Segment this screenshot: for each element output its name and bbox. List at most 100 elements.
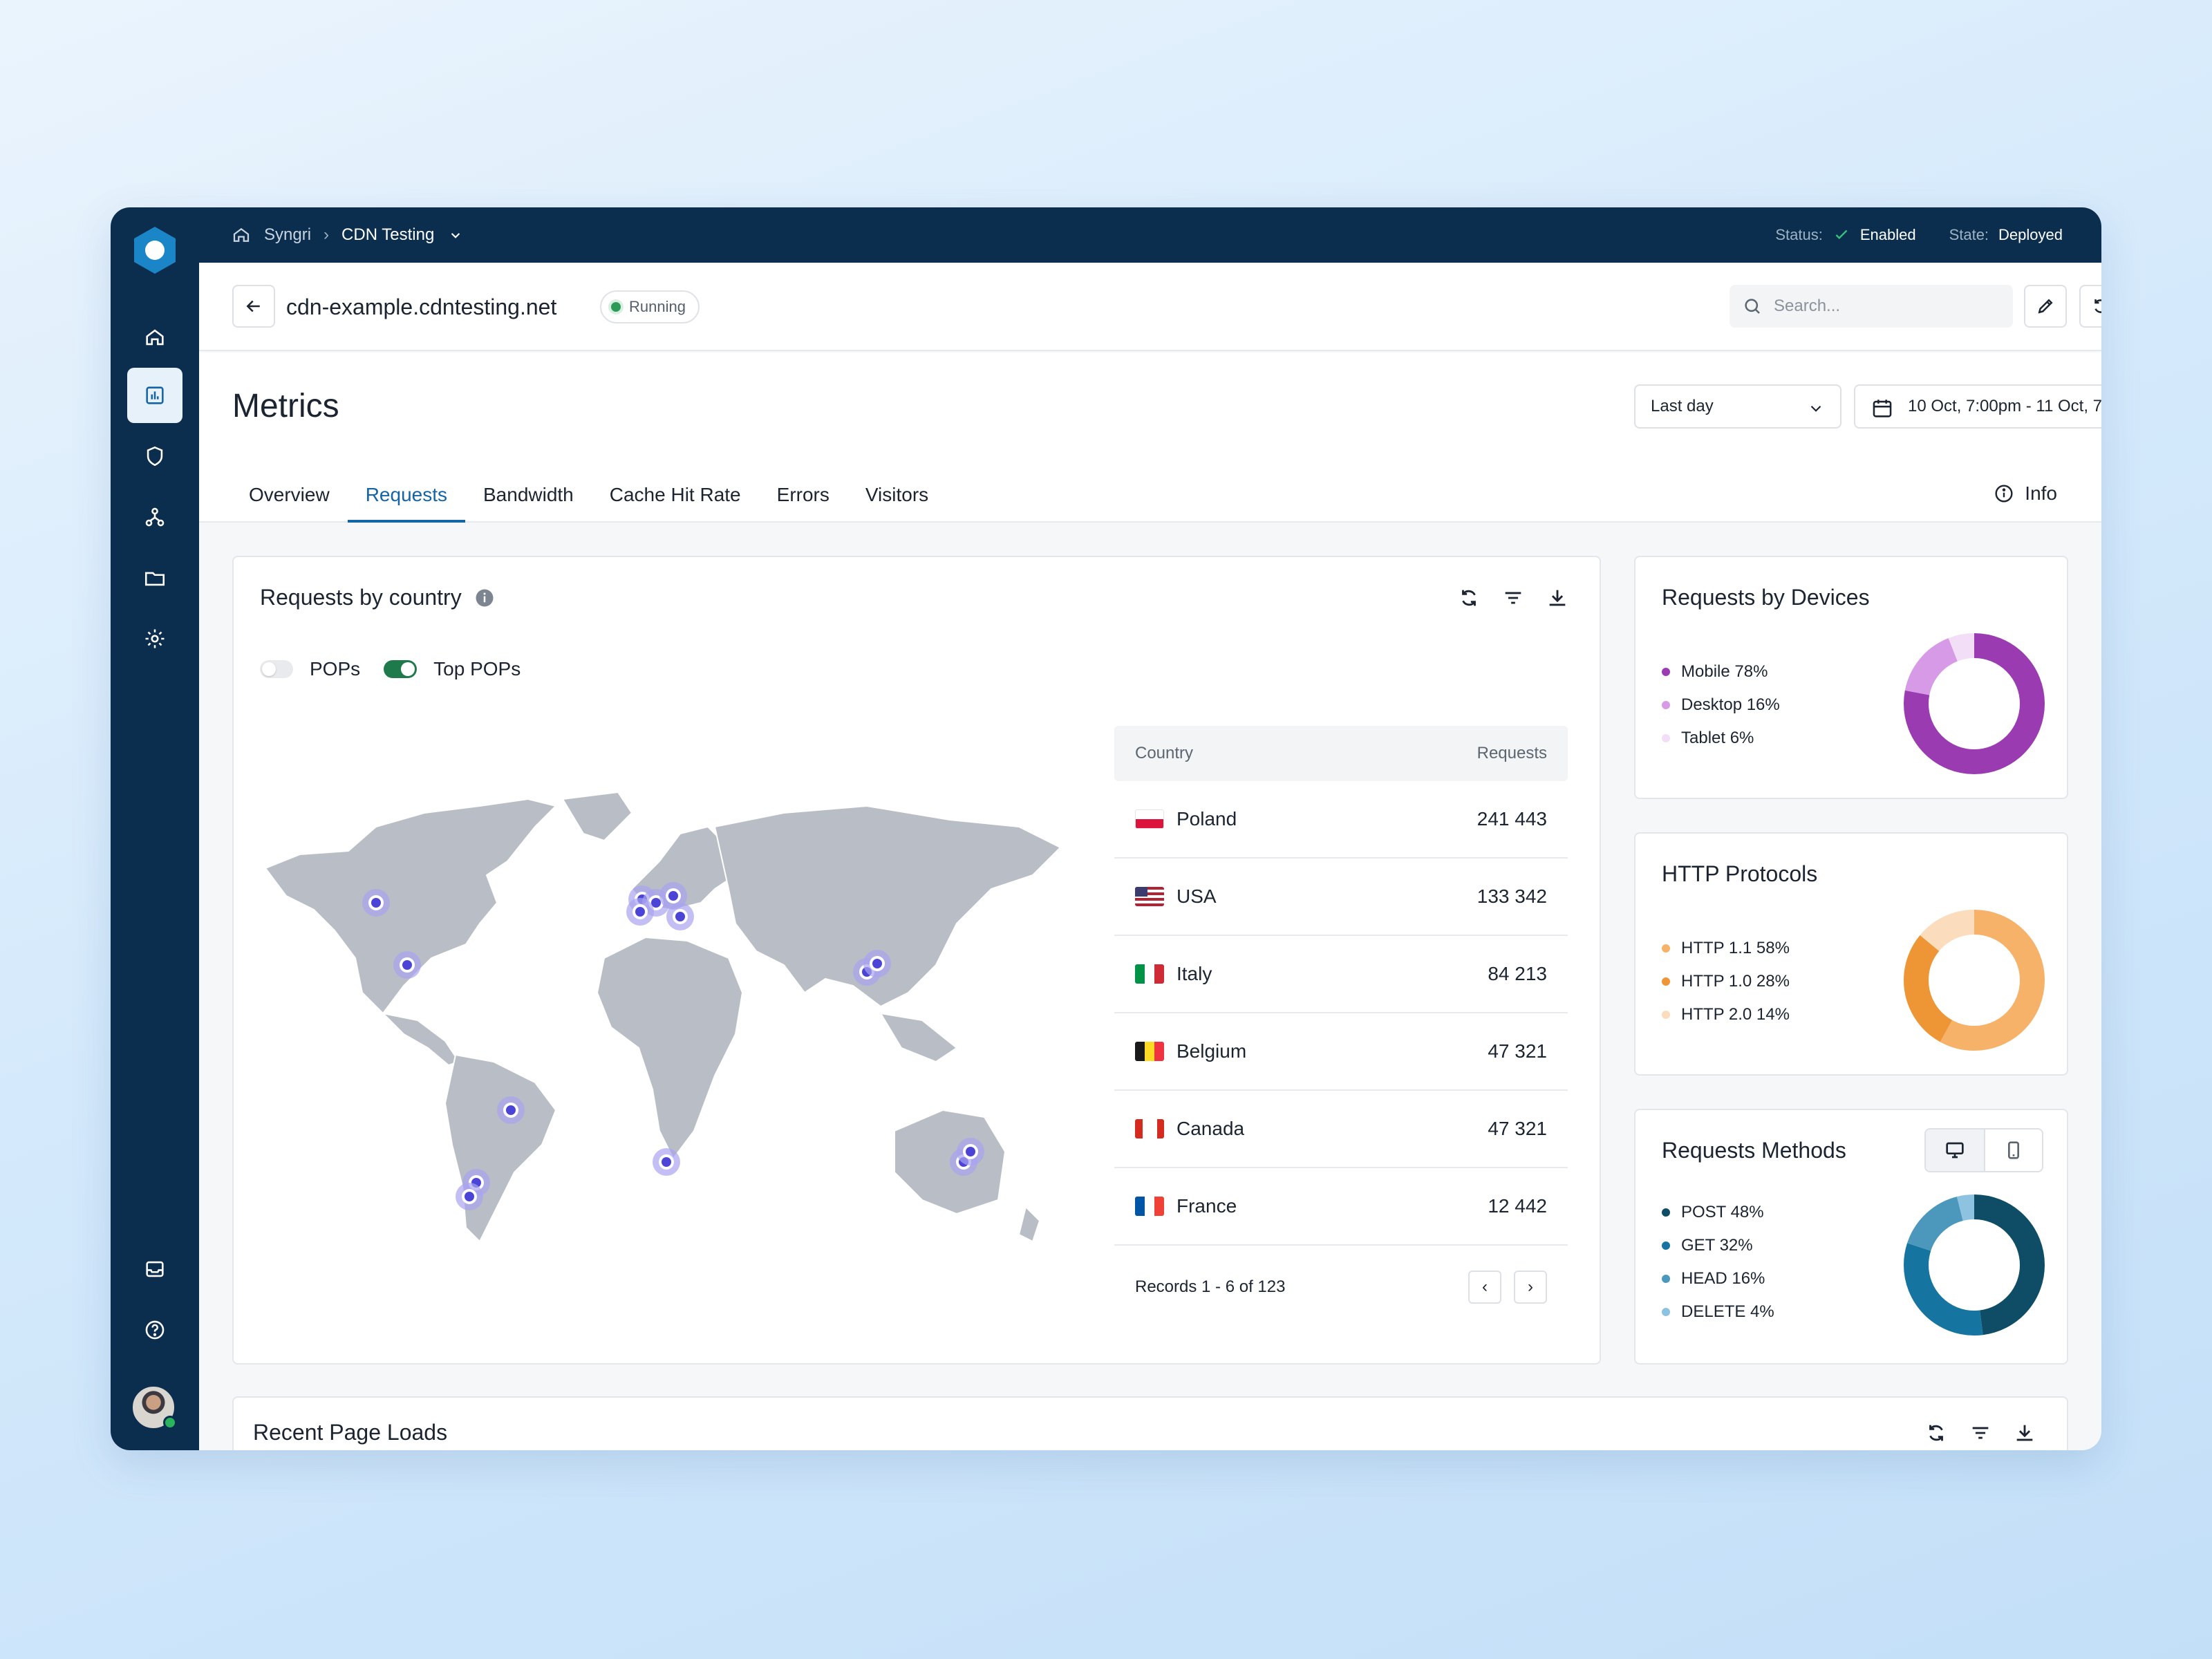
pop-marker[interactable]: [362, 889, 390, 917]
download-icon[interactable]: [1546, 586, 1569, 610]
pop-marker[interactable]: [863, 950, 891, 977]
sidebar-item-home[interactable]: [127, 310, 182, 365]
pop-markers: [362, 882, 984, 1210]
refresh-button[interactable]: [2079, 285, 2101, 328]
methods-donut-chart[interactable]: [1902, 1193, 2046, 1337]
chevron-down-icon[interactable]: [447, 226, 465, 244]
card-title: Recent Page Loads: [253, 1420, 448, 1445]
pop-marker[interactable]: [957, 1138, 984, 1165]
donut-segment[interactable]: [1904, 633, 2045, 774]
pagination: ‹ ›: [1468, 1271, 1547, 1304]
pop-marker[interactable]: [653, 1148, 680, 1176]
flag-icon: [1135, 1042, 1164, 1061]
download-icon[interactable]: [2013, 1421, 2036, 1445]
edit-button[interactable]: [2024, 285, 2067, 328]
tab-overview[interactable]: Overview: [249, 484, 330, 505]
country-name: Italy: [1177, 963, 1212, 984]
tab-cache-hit-rate[interactable]: Cache Hit Rate: [609, 484, 741, 505]
table-row[interactable]: USA 133 342: [1114, 859, 1568, 936]
mobile-view-button[interactable]: [1984, 1130, 2042, 1171]
pop-marker[interactable]: [666, 903, 694, 930]
table-row[interactable]: Belgium 47 321: [1114, 1013, 1568, 1091]
south-america-shape: [444, 1053, 557, 1243]
date-range-picker[interactable]: 10 Oct, 7:00pm - 11 Oct, 7:00pm: [1854, 384, 2101, 429]
sidebar-item-inbox[interactable]: [127, 1241, 182, 1297]
breadcrumb-root[interactable]: Syngri: [264, 225, 312, 244]
table-footer: Records 1 - 6 of 123 ‹ ›: [1114, 1246, 1568, 1329]
devices-legend: Mobile 78% Desktop 16% Tablet 6%: [1662, 655, 1780, 755]
legend-label: Tablet 6%: [1681, 729, 1754, 747]
period-value: Last day: [1651, 397, 1714, 415]
donut-segment[interactable]: [1904, 910, 2045, 1051]
back-button[interactable]: [232, 285, 275, 328]
devices-donut-chart[interactable]: [1902, 632, 2046, 776]
table-header: Country Requests: [1114, 726, 1568, 781]
user-avatar[interactable]: [131, 1385, 177, 1430]
legend-item: Desktop 16%: [1662, 688, 1780, 722]
folder-icon: [144, 572, 165, 586]
records-count: Records 1 - 6 of 123: [1135, 1277, 1286, 1296]
column-header-country[interactable]: Country: [1135, 744, 1194, 762]
period-select[interactable]: Last day: [1634, 384, 1841, 429]
filter-icon[interactable]: [1969, 1421, 1992, 1445]
legend-item: HTTP 1.1 58%: [1662, 932, 1790, 965]
pop-toggles: POPs Top POPs: [260, 658, 521, 680]
greenland-shape: [561, 791, 633, 842]
sidebar-item-files[interactable]: [127, 550, 182, 606]
donut-segment[interactable]: [1904, 1194, 2045, 1335]
pops-toggle[interactable]: [260, 660, 293, 678]
top-pops-toggle[interactable]: [384, 660, 418, 678]
pop-marker[interactable]: [456, 1183, 483, 1210]
flag-icon: [1135, 809, 1164, 829]
sidebar-item-security[interactable]: [127, 429, 182, 484]
sidebar-item-metrics[interactable]: [127, 368, 182, 423]
card-title-text: Requests by country: [260, 585, 462, 610]
tab-bandwidth[interactable]: Bandwidth: [483, 484, 574, 505]
mobile-icon: [2008, 1141, 2019, 1159]
breadcrumb-project[interactable]: CDN Testing: [341, 225, 435, 244]
sidebar-item-help[interactable]: [127, 1302, 182, 1358]
filter-icon[interactable]: [1501, 586, 1525, 610]
flag-icon: [1135, 1119, 1164, 1138]
legend-swatch: [1662, 668, 1670, 676]
protocols-donut-chart[interactable]: [1902, 908, 2046, 1052]
desktop-view-button[interactable]: [1926, 1130, 1984, 1171]
country-name: Canada: [1177, 1118, 1245, 1139]
country-cell: USA: [1135, 885, 1217, 908]
world-map[interactable]: [259, 785, 1071, 1255]
search-input[interactable]: Search...: [1730, 285, 2013, 328]
next-page-button[interactable]: ›: [1514, 1271, 1547, 1304]
donut-segment[interactable]: [1904, 1194, 2045, 1335]
legend-label: HTTP 1.1 58%: [1681, 939, 1790, 957]
table-row[interactable]: Italy 84 213: [1114, 936, 1568, 1013]
requests-value: 133 342: [1477, 885, 1547, 907]
info-icon[interactable]: [474, 588, 495, 608]
legend-label: HTTP 1.0 28%: [1681, 972, 1790, 991]
column-header-requests[interactable]: Requests: [1477, 744, 1547, 762]
tab-requests[interactable]: Requests: [347, 477, 466, 523]
help-icon: [145, 1320, 165, 1340]
new-zealand-shape: [1018, 1206, 1041, 1243]
pop-marker[interactable]: [626, 898, 654, 926]
table-row[interactable]: Poland 241 443: [1114, 781, 1568, 859]
home-icon[interactable]: [231, 225, 252, 245]
app-logo-icon[interactable]: [131, 225, 178, 275]
refresh-icon[interactable]: [1457, 586, 1481, 610]
pop-marker[interactable]: [497, 1096, 525, 1124]
table-row[interactable]: Canada 47 321: [1114, 1091, 1568, 1168]
card-toolbar: [1924, 1421, 2036, 1445]
info-button[interactable]: Info: [1993, 482, 2057, 505]
pop-marker[interactable]: [393, 951, 421, 979]
tab-visitors[interactable]: Visitors: [865, 484, 929, 505]
asia-shape: [713, 805, 1062, 1008]
donut-segment[interactable]: [1904, 910, 2045, 1051]
refresh-icon[interactable]: [1924, 1421, 1948, 1445]
chevron-right-icon: ›: [324, 225, 330, 244]
table-row[interactable]: France 12 442: [1114, 1168, 1568, 1246]
card-title: Requests by country: [260, 585, 495, 610]
tab-errors[interactable]: Errors: [776, 484, 830, 505]
sidebar-item-network[interactable]: [127, 489, 182, 545]
previous-page-button[interactable]: ‹: [1468, 1271, 1501, 1304]
sidebar-item-settings[interactable]: [127, 611, 182, 666]
legend-swatch: [1662, 1011, 1670, 1019]
